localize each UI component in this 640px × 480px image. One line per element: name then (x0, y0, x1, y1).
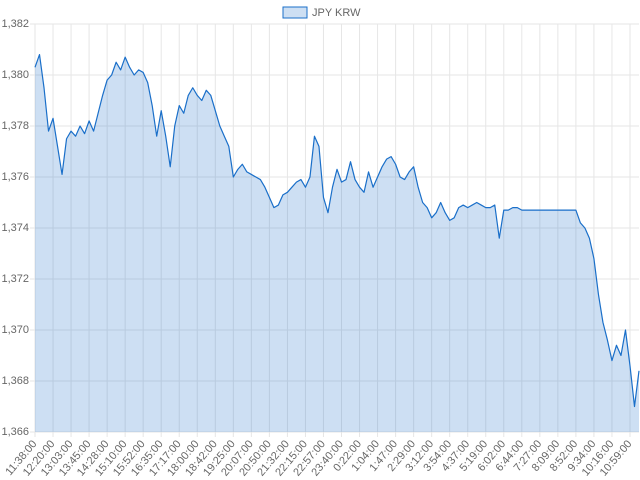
y-tick-label: 1,372 (1, 273, 29, 285)
y-tick-label: 1,378 (1, 120, 29, 132)
line (34, 54, 640, 408)
y-tick-label: 1,368 (1, 375, 29, 387)
y-tick-label: 1,376 (1, 171, 29, 183)
area (35, 54, 639, 432)
y-tick-label: 1,370 (1, 324, 29, 336)
y-tick-label: 1,374 (1, 222, 29, 234)
legend-label: JPY KRW (312, 7, 361, 19)
y-tick-label: 1,382 (1, 18, 29, 30)
y-tick-label: 1,366 (1, 426, 29, 438)
y-tick-label: 1,380 (1, 69, 29, 81)
legend-swatch (282, 6, 308, 19)
